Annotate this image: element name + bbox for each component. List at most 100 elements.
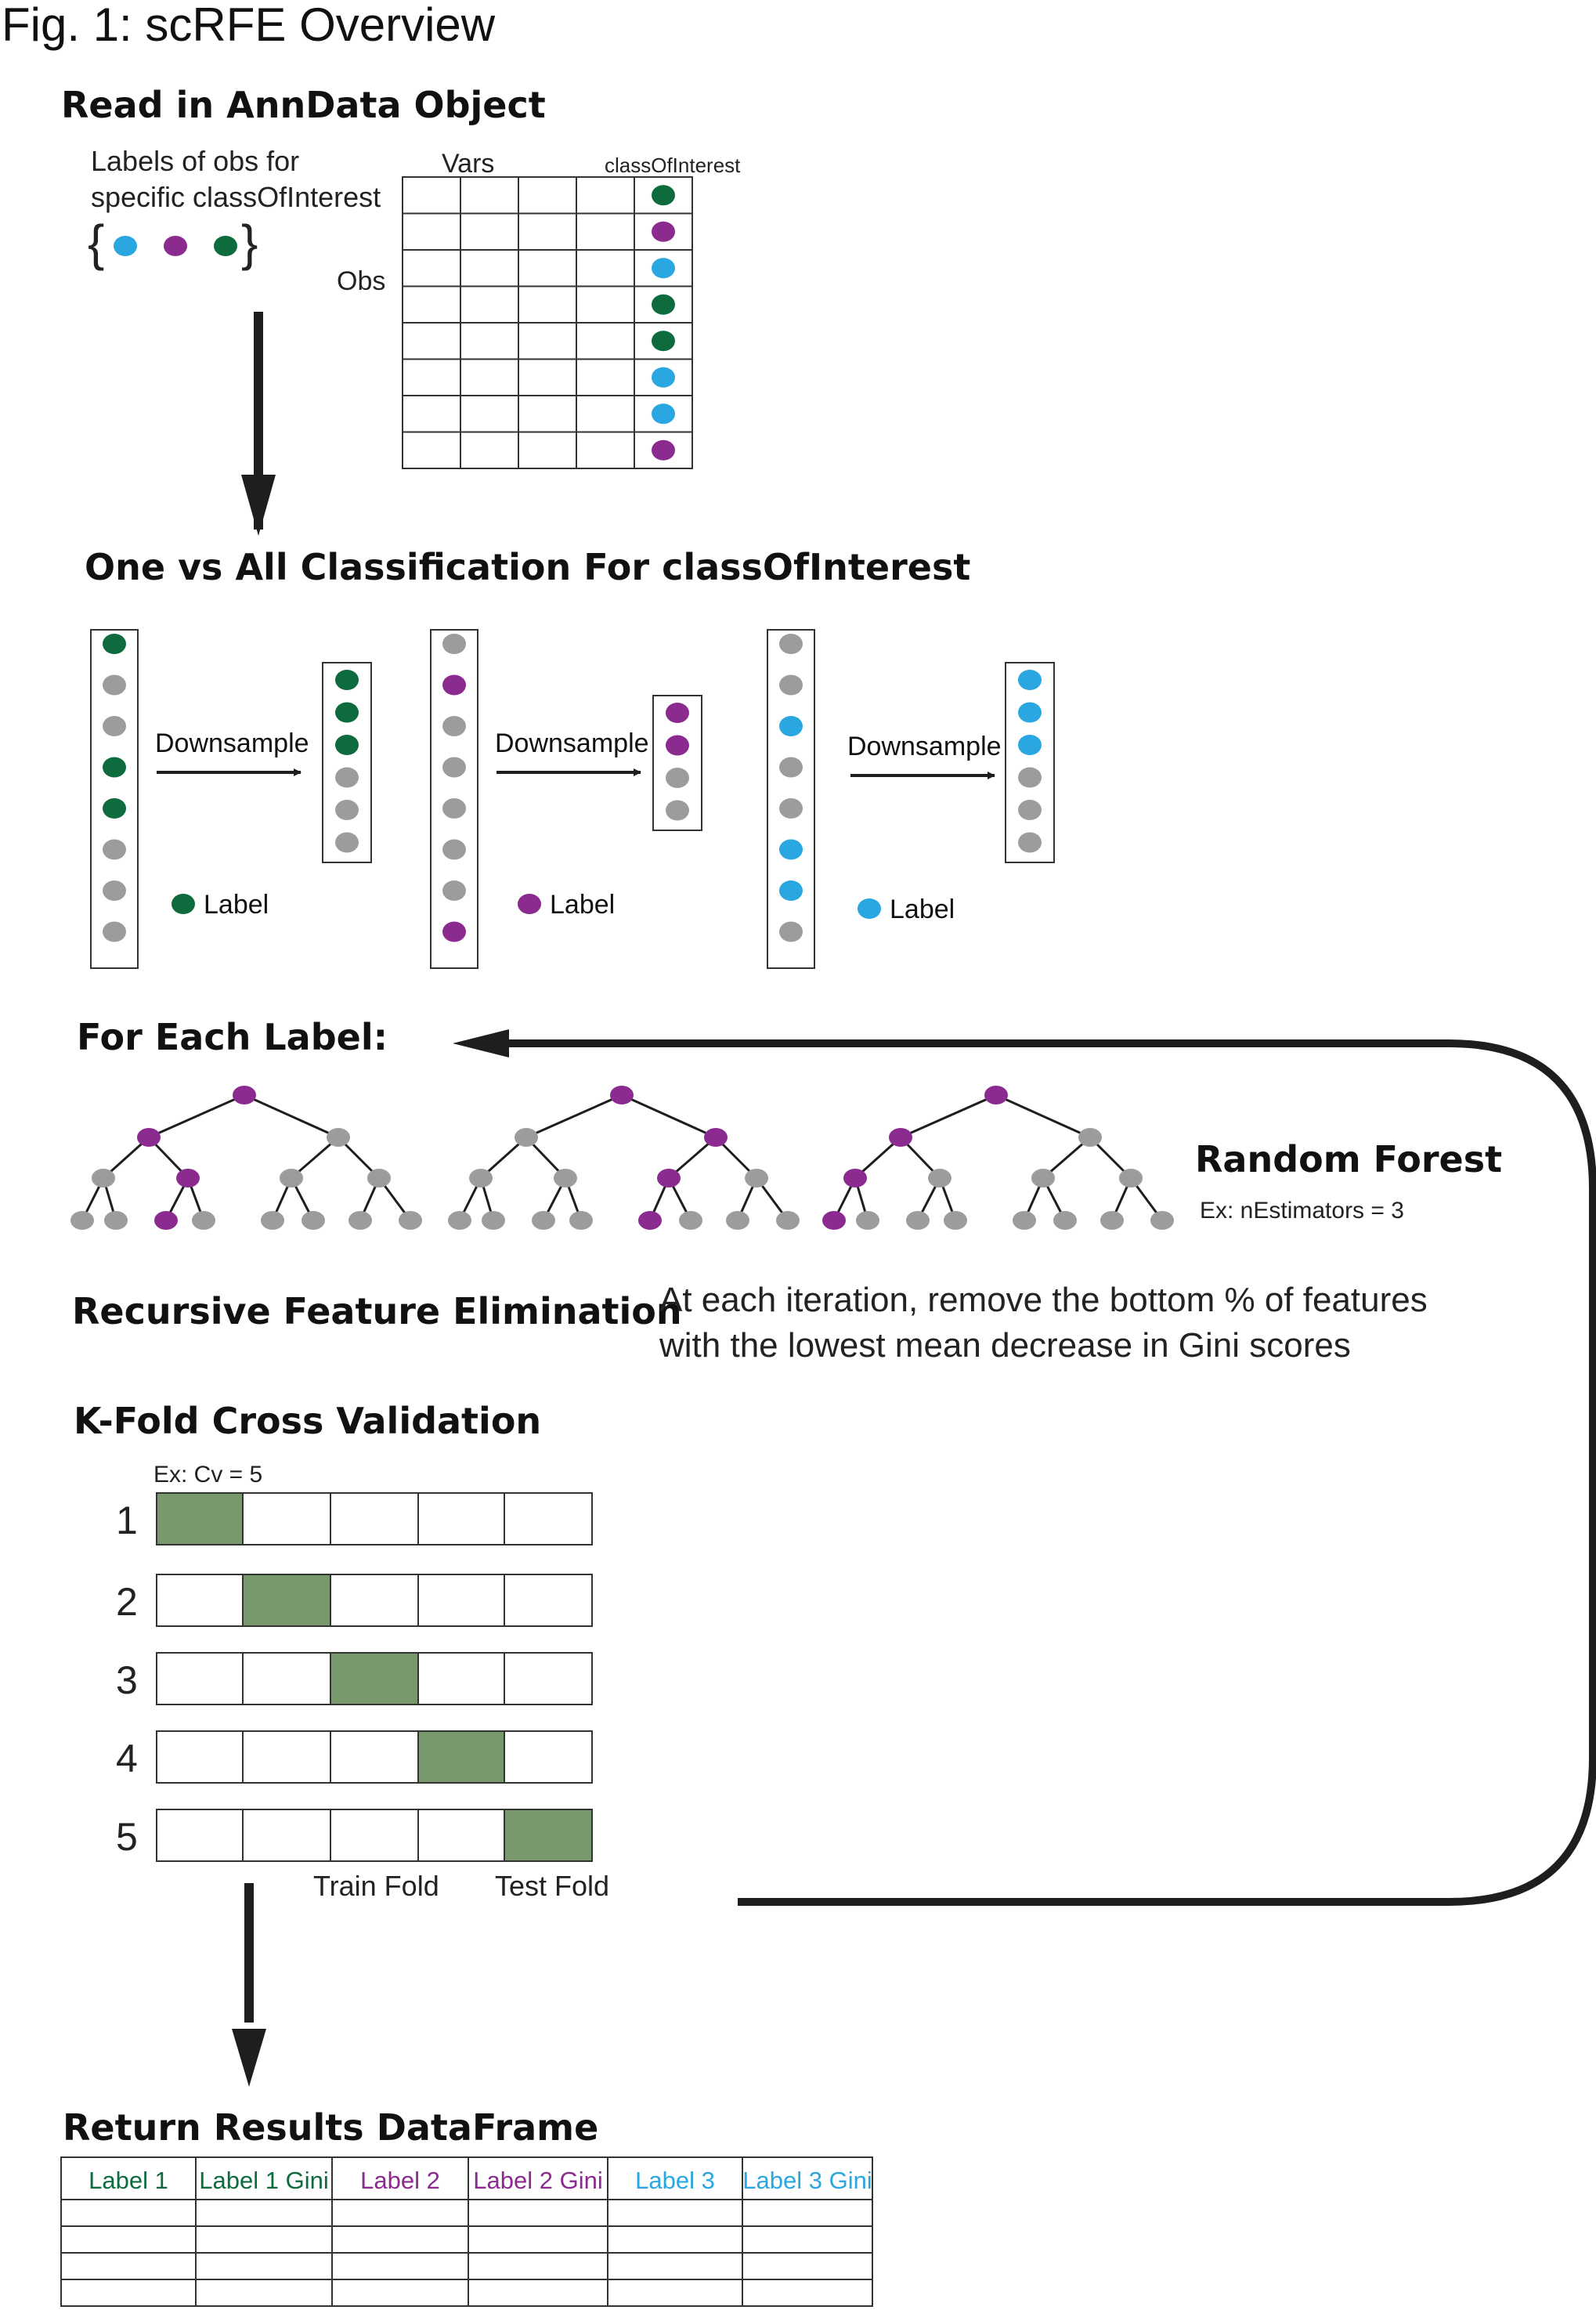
downsampled-dot-gray	[1018, 767, 1042, 788]
legend-label: Label	[204, 890, 269, 920]
class-of-interest-label: classOfInterest	[605, 154, 741, 177]
cv-example: Ex: Cv = 5	[153, 1462, 262, 1488]
tree-node-purple	[610, 1086, 634, 1104]
results-column-header: Label 3	[635, 2167, 715, 2194]
cv-fold-row-5: 5	[116, 1809, 593, 1862]
downsampled-dot-green	[335, 735, 359, 755]
full-sample-column	[90, 629, 139, 969]
tree-node-purple	[638, 1211, 662, 1230]
downsampled-dot-green	[335, 670, 359, 690]
tree-node-gray	[70, 1211, 94, 1230]
tree-node-gray	[1031, 1169, 1055, 1188]
tree-node-purple	[822, 1211, 846, 1230]
fold-border	[156, 1730, 593, 1784]
one-vs-all-groups: DownsampleLabelDownsampleLabelDownsample…	[90, 629, 1055, 969]
sample-dot-gray	[442, 716, 466, 736]
sample-dot-gray	[442, 634, 466, 654]
tree-node-gray	[928, 1169, 951, 1188]
class-cell-dot-purple	[652, 221, 675, 242]
tree-node-gray	[554, 1169, 577, 1188]
tree-edge	[525, 1094, 623, 1139]
flow-arrow-2-head	[232, 2029, 266, 2087]
downsampled-dot-blue	[1018, 702, 1042, 723]
tree-node-gray	[348, 1211, 372, 1230]
class-cell-dot-blue	[652, 403, 675, 425]
cv-fold-row-2: 2	[116, 1574, 593, 1627]
sample-dot-gray	[103, 716, 126, 736]
legend-dot-blue	[858, 898, 881, 919]
tree-node-gray	[302, 1211, 325, 1230]
tree-edge	[244, 1094, 339, 1139]
class-cell-dot-blue	[652, 367, 675, 388]
tree-node-gray	[515, 1128, 538, 1147]
sample-dot-purple	[442, 674, 466, 696]
results-border	[60, 2156, 873, 2307]
downsampled-dot-gray	[666, 800, 689, 821]
full-sample-column	[767, 629, 815, 969]
sample-dot-gray	[442, 839, 466, 860]
tree-node-gray	[469, 1169, 493, 1188]
tree-edge	[900, 1094, 997, 1139]
tree-node-gray	[261, 1211, 284, 1230]
downsampled-dot-gray	[1018, 832, 1042, 853]
cv-fold-row-1: 1	[116, 1492, 593, 1545]
tree-node-gray	[1150, 1211, 1174, 1230]
downsampled-dot-blue	[1018, 670, 1042, 690]
tree-node-gray	[679, 1211, 702, 1230]
sample-dot-gray	[779, 634, 803, 654]
section-cv-heading: K-Fold Cross Validation	[74, 1400, 541, 1442]
full-sample-column	[430, 629, 478, 969]
rfe-description-line2: with the lowest mean decrease in Gini sc…	[659, 1326, 1351, 1365]
downsample-label: Downsample	[847, 732, 1002, 761]
cv-fold-number: 1	[116, 1498, 138, 1542]
sample-dot-gray	[103, 921, 126, 942]
flow-arrow-1-head	[241, 475, 276, 536]
sample-dot-blue	[779, 880, 803, 901]
downsampled-dot-green	[335, 702, 359, 723]
train-fold-label: Train Fold	[313, 1870, 439, 1902]
downsampled-dot-gray	[335, 832, 359, 853]
sample-dot-green	[103, 798, 126, 819]
loop-arrow	[501, 1039, 1596, 1906]
brace-left: {	[88, 215, 104, 271]
tree-node-gray	[569, 1211, 593, 1230]
tree-edge	[621, 1094, 717, 1139]
sample-dot-gray	[779, 921, 803, 942]
vars-label: Vars	[442, 149, 494, 179]
tree-node-purple	[657, 1169, 681, 1188]
tree-node-gray	[944, 1211, 967, 1230]
tree-node-gray	[856, 1211, 879, 1230]
tree-node-gray	[1100, 1211, 1124, 1230]
sample-dot-gray	[442, 757, 466, 778]
label-set-dots	[114, 236, 237, 256]
tree-node-gray	[192, 1211, 215, 1230]
section-ova-heading: One vs All Classification For classOfInt…	[85, 546, 970, 588]
tree-node-purple	[137, 1128, 161, 1147]
class-cell-dot-green	[652, 185, 675, 206]
section-results-heading: Return Results DataFrame	[63, 2106, 598, 2149]
sample-dot-gray	[442, 880, 466, 901]
loop-arrow-head	[453, 1029, 509, 1057]
test-fold-label: Test Fold	[495, 1870, 609, 1902]
downsampled-dot-purple	[666, 703, 689, 723]
legend-dot-green	[172, 894, 195, 914]
test-fold-segment	[418, 1731, 504, 1783]
fold-border	[156, 1652, 593, 1705]
class-cell-dot-blue	[652, 258, 675, 279]
tree-node-purple	[889, 1128, 912, 1147]
tree-node-gray	[399, 1211, 422, 1230]
fold-border	[156, 1492, 593, 1545]
sample-dot-purple	[442, 921, 466, 942]
label-dot-purple	[164, 236, 187, 256]
rfe-description-line1: At each iteration, remove the bottom % o…	[659, 1281, 1428, 1319]
cv-fold-row-3: 3	[116, 1652, 593, 1705]
cv-folds: 1 2 3 4 5	[116, 1492, 593, 1862]
tree-node-gray	[1053, 1211, 1077, 1230]
cv-fold-number: 2	[116, 1580, 138, 1624]
tree-edge	[995, 1094, 1091, 1139]
test-fold-segment	[330, 1653, 418, 1704]
label-dot-green	[214, 236, 237, 256]
brace-right: }	[241, 215, 258, 271]
tree-node-gray	[776, 1211, 800, 1230]
downsampled-dot-gray	[666, 768, 689, 788]
